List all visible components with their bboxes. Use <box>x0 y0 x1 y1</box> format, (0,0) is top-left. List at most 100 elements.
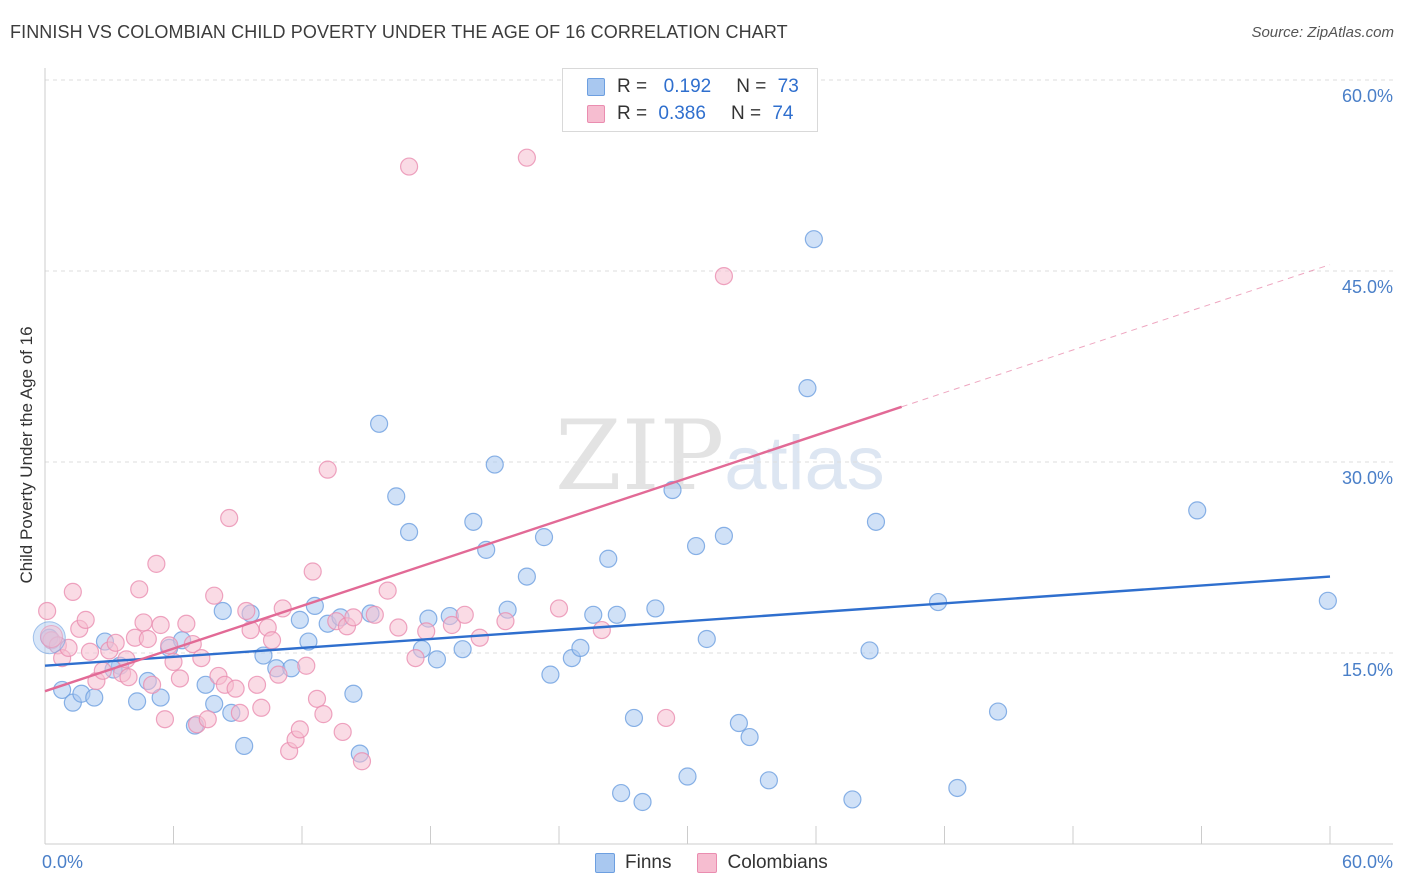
legend-item-colombians: Colombians <box>697 852 828 874</box>
legend-colombians-n-value: 74 <box>772 103 794 124</box>
colombians-point-70 <box>656 708 676 728</box>
legend-item-finns: Finns <box>595 852 671 874</box>
colombians-point-71 <box>399 157 419 176</box>
finns-point-41 <box>485 455 504 474</box>
colombians-point-55 <box>333 722 352 742</box>
colombians-point-43 <box>262 631 282 650</box>
x-tick-label-60: 60.0% <box>1341 852 1393 872</box>
colombians-point-41 <box>252 698 271 717</box>
finns-point-68 <box>928 592 948 612</box>
colombians-point-7 <box>76 610 95 629</box>
finns-point-51 <box>612 783 631 803</box>
y-tick-label-45: 45.0% <box>1341 277 1393 297</box>
colombians-point-60 <box>378 581 397 600</box>
colombians-point-36 <box>226 679 245 698</box>
colombians-point-67 <box>496 612 515 631</box>
finns-point-53 <box>633 792 652 812</box>
colombians-point-15 <box>119 668 138 687</box>
colombians-point-26 <box>170 669 190 688</box>
colombians-point-40 <box>247 675 267 694</box>
finns-point-64 <box>804 230 823 249</box>
colombians-point-53 <box>318 460 337 479</box>
finns-point-25 <box>305 596 324 615</box>
finns-point-60 <box>729 713 749 733</box>
finns-point-23 <box>290 610 309 629</box>
finns-point-54 <box>646 599 665 618</box>
finns-point-45 <box>541 665 560 684</box>
colombians-point-57 <box>344 608 363 627</box>
finns-point-32 <box>387 487 406 506</box>
finns-point-39 <box>464 512 483 531</box>
colombians-swatch-icon <box>587 105 605 123</box>
finns-point-52 <box>624 708 644 728</box>
finns-point-65 <box>843 790 862 809</box>
colombians-point-5 <box>63 582 82 601</box>
colombians-point-19 <box>138 629 157 649</box>
finns-point-4 <box>85 688 104 707</box>
colombians-point-44 <box>269 665 288 684</box>
legend-row-colombians: R = 0.386 N = 74 <box>587 102 793 126</box>
watermark-atlas: atlas <box>724 421 885 506</box>
legend-row-finns: R = 0.192 N = 73 <box>587 75 799 99</box>
y-tick-label-30: 30.0% <box>1341 468 1393 488</box>
colombians-point-21 <box>147 554 166 573</box>
legend-finns-r-value: 0.192 <box>663 76 712 97</box>
finns-point-62 <box>759 771 778 790</box>
finns-point-8 <box>127 692 147 711</box>
colombians-point-30 <box>192 648 211 668</box>
finns-swatch-icon <box>587 78 605 96</box>
finns-point-38 <box>453 640 472 659</box>
colombians-point-22 <box>151 615 170 635</box>
colombians-point-18 <box>134 613 153 632</box>
colombians-trend-line <box>44 405 903 693</box>
colombians-cluster-point <box>39 624 63 648</box>
finns-point-50 <box>607 605 626 624</box>
finns-point-61 <box>740 727 759 747</box>
colombians-point-62 <box>406 648 425 668</box>
colombians-point-72 <box>517 148 536 167</box>
colombians-point-51 <box>307 689 327 708</box>
finns-point-55 <box>663 480 682 500</box>
colombians-point-61 <box>389 618 408 637</box>
colombians-legend-icon <box>697 853 718 873</box>
colombians-point-32 <box>205 586 224 605</box>
colombians-point-68 <box>549 599 569 618</box>
legend-finns-n-label: N = <box>736 76 767 97</box>
finns-point-56 <box>678 767 697 786</box>
y-tick-label-15: 15.0% <box>1341 660 1393 680</box>
finns-point-44 <box>534 528 554 547</box>
finns-point-57 <box>686 536 706 556</box>
colombians-point-35 <box>220 508 239 528</box>
finns-point-59 <box>714 526 734 545</box>
legend-colombians-label: Colombians <box>727 852 828 873</box>
colombians-point-59 <box>365 605 384 624</box>
colombians-point-48 <box>290 720 309 739</box>
finns-point-70 <box>988 702 1008 721</box>
y-tick-label-60: 60.0% <box>1341 86 1393 106</box>
colombians-point-12 <box>106 633 125 652</box>
finns-legend-icon <box>595 853 615 873</box>
colombians-point-31 <box>198 710 217 729</box>
legend-colombians-r-label: R = <box>617 103 648 124</box>
finns-point-33 <box>399 522 419 542</box>
source-credit: Source: ZipAtlas.com <box>1251 24 1394 41</box>
finns-point-36 <box>427 650 447 669</box>
finns-point-18 <box>235 736 254 756</box>
colombians-point-52 <box>314 705 333 724</box>
finns-point-63 <box>798 379 817 398</box>
y-axis-label: Child Poverty Under the Age of 16 <box>17 326 36 584</box>
stats-legend: R = 0.192 N = 73 R = 0.386 N = 74 <box>562 68 818 132</box>
finns-point-14 <box>196 675 215 694</box>
x-tick-label-0: 0.0% <box>42 852 84 872</box>
colombians-point-20 <box>142 675 162 694</box>
finns-point-31 <box>370 414 389 433</box>
finns-point-49 <box>599 549 618 568</box>
colombians-point-8 <box>80 642 100 661</box>
finns-point-47 <box>571 638 590 658</box>
finns-point-48 <box>584 605 603 624</box>
colombians-point-66 <box>470 628 489 647</box>
legend-finns-r-label: R = <box>617 76 648 97</box>
legend-finns-label: Finns <box>625 852 672 873</box>
colombians-point-37 <box>230 703 249 722</box>
